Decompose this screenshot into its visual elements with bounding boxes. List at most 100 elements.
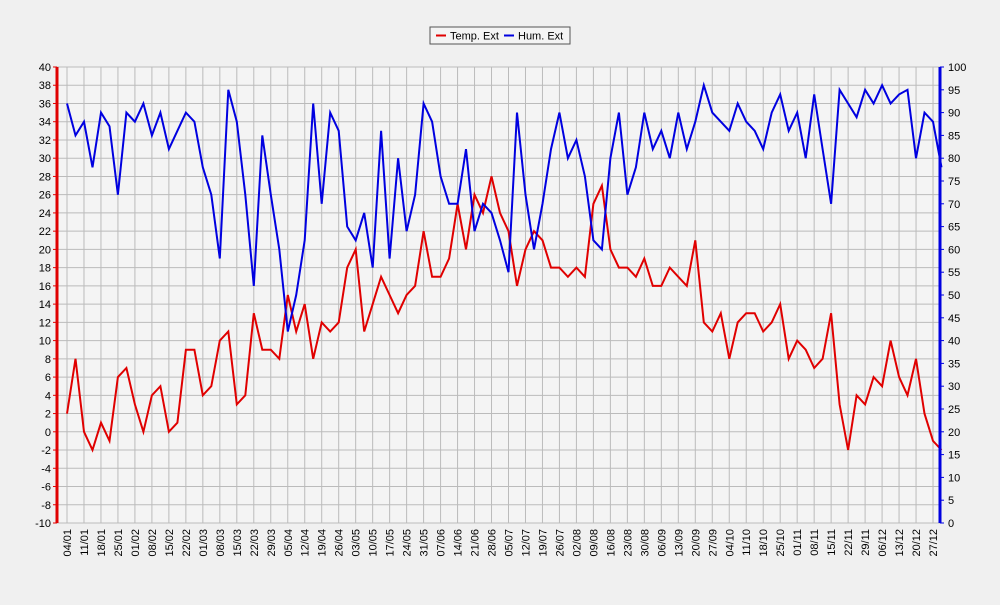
y2-tick-label: 5 [948, 495, 954, 507]
x-tick-label: 15/11 [826, 529, 838, 556]
y-tick-label: 24 [39, 208, 51, 220]
x-tick-label: 01/02 [130, 529, 142, 557]
y2-tick-label: 35 [948, 358, 960, 370]
y2-tick-label: 10 [948, 472, 960, 484]
y-tick-label: 2 [45, 409, 51, 421]
y-tick-label: 32 [39, 135, 51, 147]
y-tick-label: 36 [39, 98, 51, 110]
x-tick-label: 06/09 [656, 529, 668, 557]
y-tick-label: 10 [39, 336, 51, 348]
y-tick-label: -8 [41, 500, 51, 512]
legend-box [429, 26, 571, 45]
y-tick-label: -10 [35, 518, 51, 530]
y2-tick-label: 15 [948, 450, 960, 462]
series-line [66, 81, 943, 332]
x-tick-label: 03/05 [351, 529, 363, 557]
y2-tick-label: 75 [948, 176, 960, 188]
x-tick-label: 22/02 [181, 529, 193, 557]
y2-tick-label: 90 [948, 108, 960, 120]
y2-tick-label: 85 [948, 130, 960, 142]
x-tick-label: 15/02 [164, 529, 176, 557]
x-tick-label: 12/07 [520, 529, 532, 557]
series-line [66, 176, 943, 453]
y-tick-label: 34 [39, 117, 51, 129]
x-tick-label: 02/08 [571, 529, 583, 557]
y-tick-label: 22 [39, 226, 51, 238]
x-tick-label: 04/01 [62, 529, 74, 557]
y2-tick-label: 60 [948, 244, 960, 256]
x-tick-label: 04/10 [724, 529, 736, 557]
x-tick-label: 01/11 [792, 529, 804, 556]
x-tick-label: 10/05 [368, 529, 380, 557]
y2-tick-label: 80 [948, 153, 960, 165]
x-tick-label: 05/04 [283, 529, 295, 557]
x-tick-label: 22/03 [249, 529, 261, 557]
x-tick-label: 28/06 [487, 529, 499, 557]
x-tick-label: 21/06 [470, 529, 482, 557]
y-tick-label: 38 [39, 80, 51, 92]
y-tick-label: 28 [39, 171, 51, 183]
x-tick-label: 13/12 [894, 529, 906, 557]
x-tick-label: 17/05 [385, 529, 397, 557]
y-tick-label: 8 [45, 354, 51, 366]
x-tick-label: 16/08 [605, 529, 617, 557]
y2-tick-label: 65 [948, 222, 960, 234]
x-tick-label: 08/03 [215, 529, 227, 557]
x-tick-label: 24/05 [402, 529, 414, 557]
x-tick-label: 25/01 [113, 529, 125, 557]
y-tick-label: 12 [39, 317, 51, 329]
x-tick-label: 18/10 [758, 529, 770, 557]
x-tick-label: 06/12 [877, 529, 889, 557]
x-tick-label: 31/05 [419, 529, 431, 557]
x-tick-label: 26/07 [554, 529, 566, 557]
y-tick-label: -6 [41, 482, 51, 494]
y2-tick-label: 20 [948, 427, 960, 439]
x-tick-label: 08/11 [809, 529, 821, 556]
y-tick-label: 40 [39, 62, 51, 74]
y-tick-label: 18 [39, 263, 51, 275]
x-tick-label: 11/01 [79, 529, 91, 556]
x-tick-label: 22/11 [843, 529, 855, 556]
x-tick-label: 27/09 [707, 529, 719, 557]
x-tick-label: 07/06 [436, 529, 448, 557]
x-tick-label: 15/03 [232, 529, 244, 557]
y-tick-label: -4 [41, 463, 51, 475]
x-tick-label: 01/03 [198, 529, 210, 557]
y2-tick-label: 40 [948, 336, 960, 348]
x-tick-label: 19/04 [317, 529, 329, 557]
x-tick-label: 29/11 [860, 529, 872, 556]
y2-tick-label: 45 [948, 313, 960, 325]
x-tick-label: 30/08 [639, 529, 651, 557]
y2-tick-label: 70 [948, 199, 960, 211]
x-tick-label: 25/10 [775, 529, 787, 557]
y-tick-label: 20 [39, 244, 51, 256]
y-tick-label: 6 [45, 372, 51, 384]
x-tick-label: 09/08 [588, 529, 600, 557]
y-tick-label: 30 [39, 153, 51, 165]
y-tick-label: -2 [41, 445, 51, 457]
x-tick-label: 05/07 [504, 529, 516, 557]
y-tick-label: 0 [45, 427, 51, 439]
x-tick-label: 26/04 [334, 529, 346, 557]
legend-label: Hum. Ext [518, 31, 563, 43]
lines [66, 81, 943, 453]
x-tick-label: 11/10 [741, 529, 753, 556]
x-tick-label: 12/04 [300, 529, 312, 557]
x-tick-label: 13/09 [673, 529, 685, 557]
y2-tick-label: 0 [948, 518, 954, 530]
y2-tick-label: 100 [948, 62, 966, 74]
x-tick-label: 19/07 [537, 529, 549, 557]
y-tick-label: 14 [39, 299, 51, 311]
legend: Temp. Ext Hum. Ext [429, 26, 571, 45]
x-tick-label: 27/12 [928, 529, 940, 557]
x-tick-label: 18/01 [96, 529, 108, 557]
y2-tick-label: 25 [948, 404, 960, 416]
y2-tick-label: 55 [948, 267, 960, 279]
legend-label: Temp. Ext [450, 31, 499, 43]
x-tick-label: 20/12 [911, 529, 923, 557]
x-tick-label: 29/03 [266, 529, 278, 557]
y2-tick-label: 50 [948, 290, 960, 302]
y-tick-label: 4 [45, 390, 51, 402]
